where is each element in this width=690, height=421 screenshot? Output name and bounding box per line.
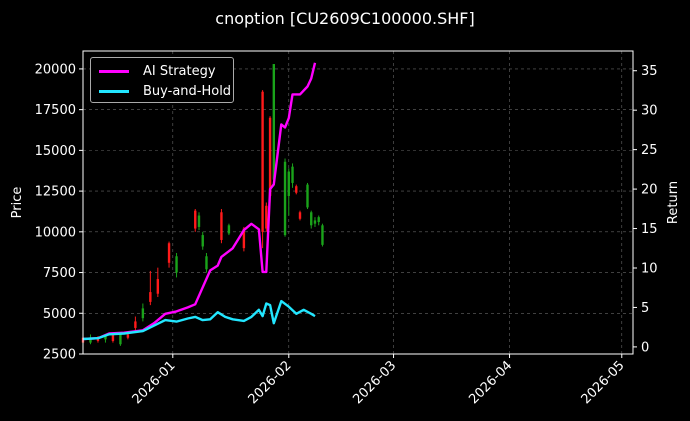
candle-body	[134, 321, 137, 328]
candle-body	[242, 228, 246, 249]
candle-body	[149, 292, 152, 302]
y-tick-label-left: 20000	[35, 62, 76, 77]
y-tick-label-right: 15	[641, 222, 658, 237]
candle-body	[298, 212, 302, 219]
y-tick-label-right: 25	[641, 143, 658, 158]
y-tick-label-left: 17500	[35, 103, 76, 118]
candle-body	[310, 212, 313, 226]
y-tick-label-right: 35	[641, 64, 658, 79]
x-tick-label: 2026-05	[579, 358, 628, 407]
candle-body	[268, 117, 272, 196]
y-tick-label-right: 0	[641, 340, 649, 355]
legend-item-buy-and-hold: Buy-and-Hold	[99, 82, 231, 100]
y-axis-label-right: Return	[666, 181, 681, 224]
series-line-buy-and-hold	[82, 299, 316, 341]
y-tick-label-left: 5000	[43, 307, 76, 322]
y-tick-label-right: 10	[641, 261, 658, 276]
candle-body	[197, 215, 201, 227]
candle-body	[119, 334, 122, 345]
candle-body	[156, 279, 160, 294]
axis-layer: 2500 5000 7500 10000 12500 15000 17500 20000 0 5 1…	[10, 62, 681, 407]
x-tick-label: 2026-03	[350, 358, 399, 407]
x-tick-label: 2026-04	[466, 358, 515, 407]
candle-body	[261, 91, 264, 232]
candle-body	[201, 235, 204, 247]
candle-body	[295, 186, 298, 193]
y-tick-label-right: 5	[641, 301, 649, 316]
x-tick-label: 2026-01	[130, 358, 179, 407]
candle-body	[227, 225, 231, 234]
candle-body	[313, 220, 317, 224]
candle-body	[104, 336, 107, 340]
y-tick-label-left: 2500	[43, 348, 76, 363]
candle-body	[205, 256, 208, 270]
candle-body	[111, 334, 115, 341]
chart-title: cnoption [CU2609C100000.SHF]	[215, 9, 475, 28]
legend-swatch-ai-strategy	[99, 69, 129, 73]
candle-body	[272, 64, 276, 180]
candle-body	[194, 210, 197, 229]
candle-body	[321, 225, 324, 245]
y-tick-label-right: 30	[641, 104, 658, 119]
candle-body	[283, 161, 287, 236]
candle-body	[265, 205, 268, 229]
legend-label-ai-strategy: AI Strategy	[143, 63, 216, 79]
candle-body	[220, 212, 223, 240]
y-axis-label-left: Price	[10, 187, 25, 219]
candle-body	[306, 184, 309, 208]
candle-body	[291, 166, 294, 183]
series-line-ai-strategy	[82, 62, 317, 341]
series-layer	[82, 62, 317, 341]
y-tick-label-left: 12500	[35, 185, 76, 200]
legend-swatch-buy-and-hold	[99, 89, 129, 93]
candle-body	[126, 334, 130, 338]
x-tick-label: 2026-02	[246, 358, 295, 407]
candle-body	[317, 217, 320, 223]
y-tick-label-right: 20	[641, 183, 658, 198]
legend-item-ai-strategy: AI Strategy	[99, 62, 216, 80]
candle-body	[287, 171, 290, 196]
legend: AI Strategy Buy-and-Hold	[90, 57, 234, 103]
plot-frame	[82, 50, 634, 355]
candle-body	[175, 256, 178, 273]
y-tick-label-left: 15000	[35, 144, 76, 159]
candle-body	[89, 337, 92, 343]
legend-label-buy-and-hold: Buy-and-Hold	[143, 83, 232, 99]
candle-body	[167, 243, 171, 263]
candle-body	[141, 308, 145, 319]
y-tick-label-left: 7500	[43, 266, 76, 281]
y-tick-label-left: 10000	[35, 225, 76, 240]
